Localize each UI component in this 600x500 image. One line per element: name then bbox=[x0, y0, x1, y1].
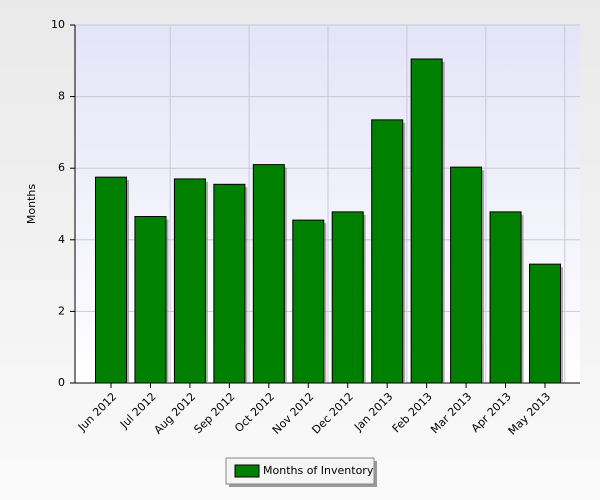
bar bbox=[529, 263, 561, 384]
bar bbox=[331, 211, 364, 384]
y-tick-label: 4 bbox=[58, 233, 65, 246]
legend-box bbox=[225, 457, 375, 485]
bar bbox=[371, 119, 404, 384]
y-tick-label: 10 bbox=[51, 18, 65, 31]
bar bbox=[134, 216, 167, 384]
y-axis-label: Months bbox=[25, 184, 38, 224]
bar bbox=[450, 166, 483, 384]
bar bbox=[252, 164, 285, 384]
bar bbox=[95, 176, 127, 384]
y-tick-label: 2 bbox=[58, 304, 65, 317]
y-tick-label: 0 bbox=[58, 376, 65, 389]
y-tick-label: 6 bbox=[58, 161, 65, 174]
bar bbox=[292, 219, 325, 384]
legend-label: Months of Inventory bbox=[263, 464, 374, 477]
y-tick-label: 8 bbox=[58, 90, 65, 103]
bar bbox=[213, 183, 246, 384]
bar bbox=[410, 58, 443, 384]
legend-swatch bbox=[234, 464, 260, 478]
bar bbox=[173, 178, 206, 384]
bar bbox=[489, 211, 522, 384]
